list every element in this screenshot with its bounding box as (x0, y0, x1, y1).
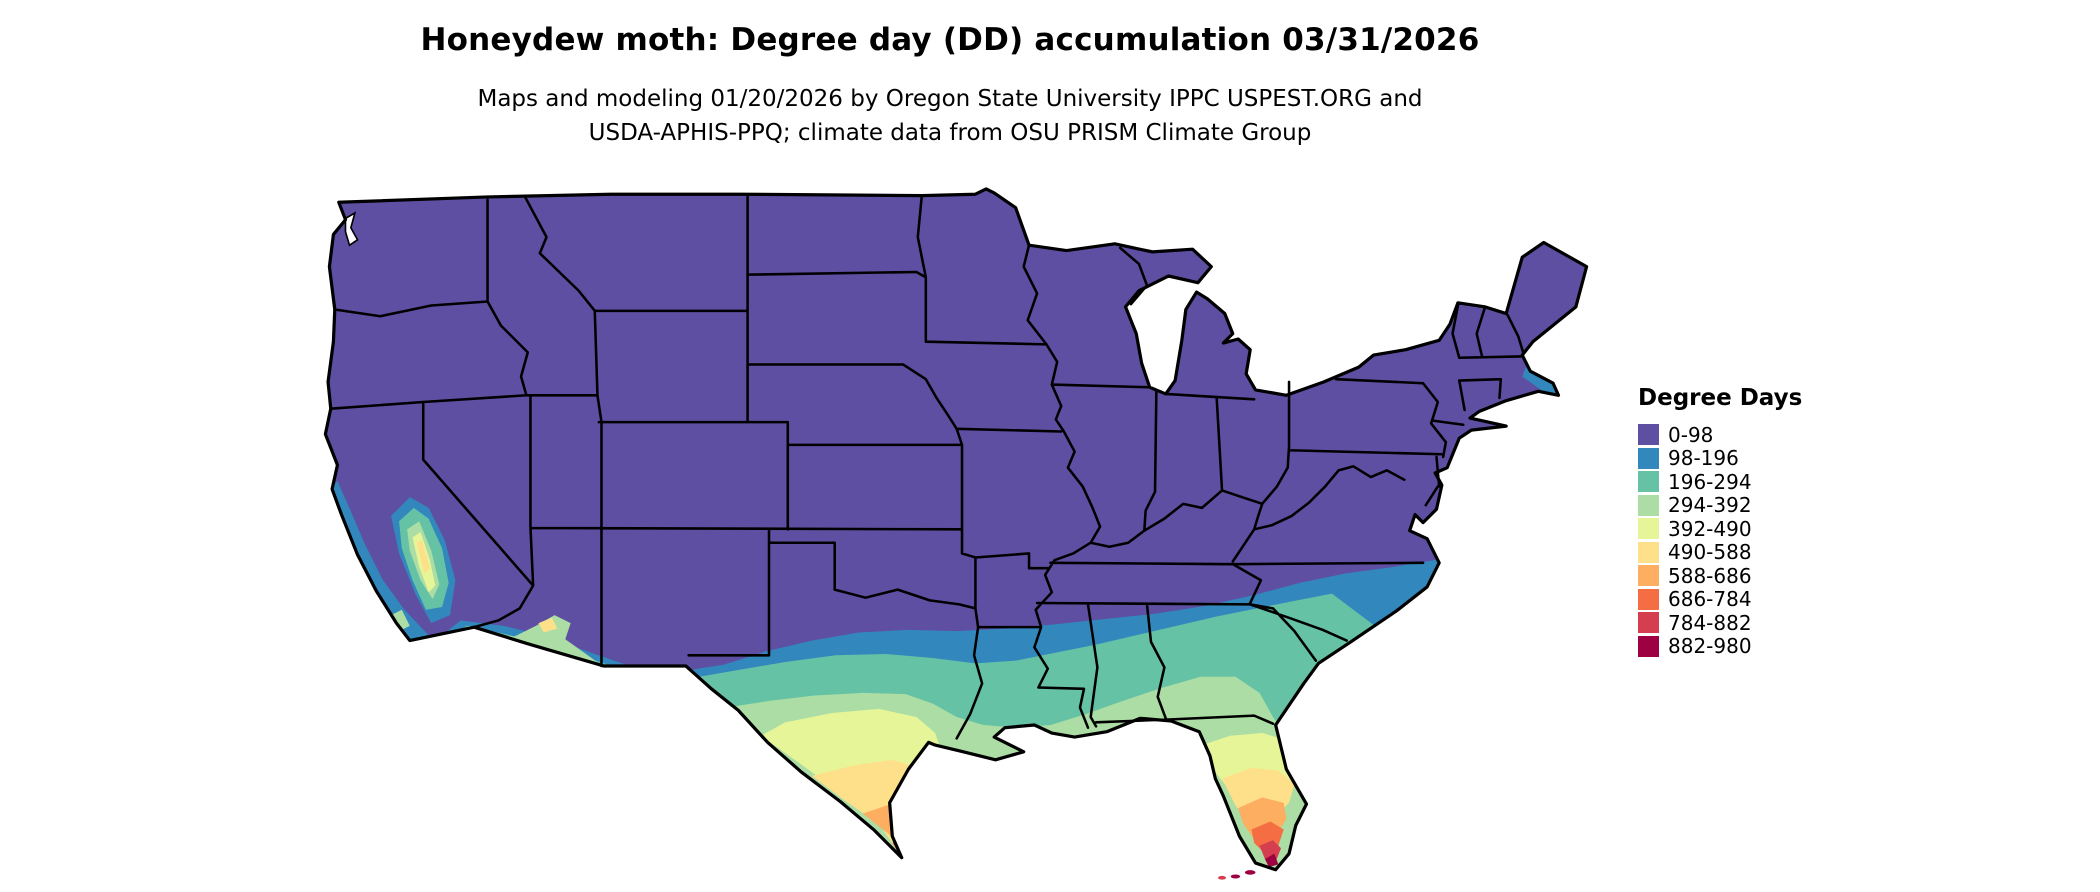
us-map-svg (323, 187, 1589, 880)
state-borders (329, 194, 1525, 740)
legend-row: 784-882 (1638, 611, 1802, 635)
legend-row: 686-784 (1638, 587, 1802, 612)
legend-row: 294-392 (1638, 493, 1802, 518)
legend-swatch (1638, 541, 1659, 563)
us-degree-day-map (316, 183, 1600, 881)
legend-label: 882-980 (1668, 634, 1752, 659)
legend-row: 490-588 (1638, 540, 1802, 565)
legend-row: 196-294 (1638, 470, 1802, 494)
legend-swatch (1638, 447, 1659, 469)
legend-swatch (1638, 494, 1659, 516)
dd-band-784-882 (1259, 840, 1282, 862)
legend-row: 882-980 (1638, 634, 1802, 659)
dd-band-882-980 (1264, 853, 1279, 868)
legend-label: 0-98 (1668, 422, 1714, 447)
legend-swatch (1638, 424, 1659, 446)
legend-swatch (1638, 518, 1659, 540)
legend-label: 490-588 (1668, 540, 1752, 565)
legend-row: 0-98 (1638, 423, 1802, 447)
legend-swatch (1638, 471, 1659, 493)
legend-swatch (1638, 612, 1659, 634)
legend-label: 588-686 (1668, 563, 1752, 588)
map-header: Honeydew moth: Degree day (DD) accumulat… (255, 22, 1645, 150)
legend-title: Degree Days (1638, 385, 1803, 411)
legend-label: 784-882 (1668, 610, 1752, 635)
dd-band-686-784 (892, 821, 1284, 858)
florida-keys (1218, 870, 1256, 880)
page-title: Honeydew moth: Degree day (DD) accumulat… (420, 22, 1480, 58)
legend-swatch (1638, 588, 1659, 610)
legend-swatch (1638, 635, 1659, 657)
page-subtitle: Maps and modeling 01/20/2026 by Oregon S… (255, 82, 1645, 150)
legend-row: 588-686 (1638, 564, 1802, 588)
legend-swatch (1638, 565, 1659, 587)
legend-label: 196-294 (1668, 469, 1752, 494)
dd-band-588-686 (862, 797, 1287, 851)
legend-label: 392-490 (1668, 516, 1752, 541)
subtitle-line-1: Maps and modeling 01/20/2026 by Oregon S… (477, 86, 1423, 112)
subtitle-line-2: USDA-APHIS-PPQ; climate data from OSU PR… (588, 120, 1312, 146)
legend-label: 294-392 (1668, 493, 1752, 518)
legend-label: 98-196 (1668, 446, 1739, 471)
legend-row: 98-196 (1638, 446, 1802, 471)
legend-row: 392-490 (1638, 517, 1802, 541)
puget-sound (344, 211, 359, 247)
legend-rows: 0-98 98-196 196-294 294-392 392-490 490-588 58… (1638, 423, 1802, 658)
degree-days-legend: Degree Days 0-98 98-196 196-294 294-392 392-… (1638, 385, 1802, 658)
legend-label: 686-784 (1668, 587, 1752, 612)
